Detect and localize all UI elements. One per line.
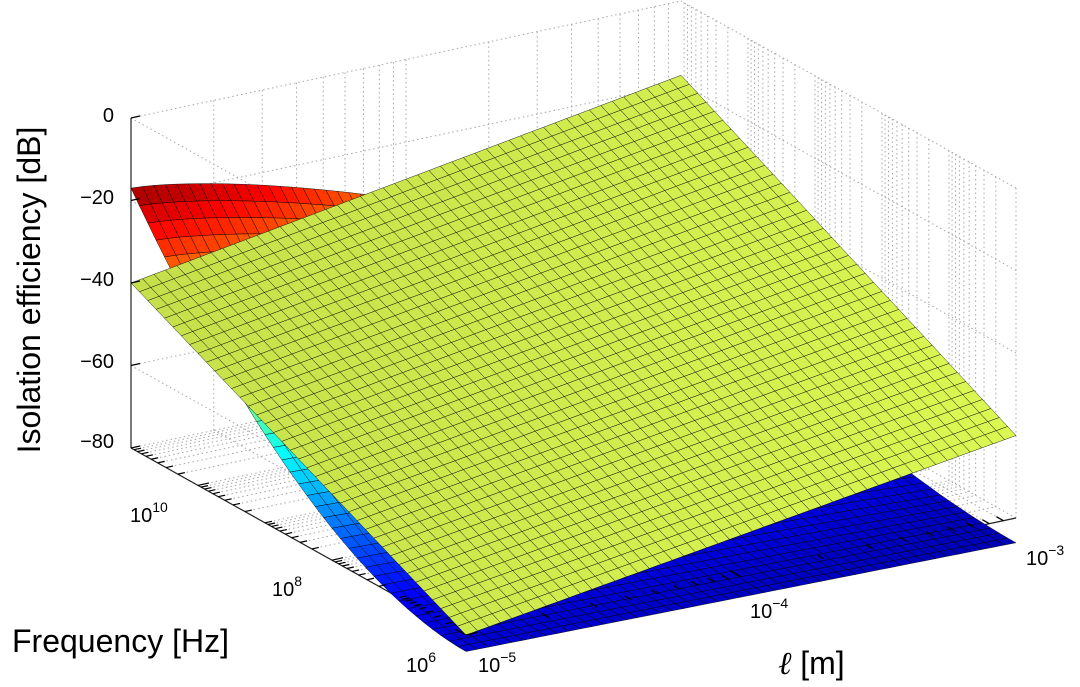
y-tick-mark: [433, 615, 442, 618]
y-axis-title: Frequency [Hz]: [12, 623, 229, 659]
y-tick-mark: [409, 601, 417, 604]
z-tick-mark: [130, 362, 141, 367]
y-tick-mark: [366, 577, 375, 581]
y-tick-mark: [358, 572, 366, 576]
y-tick-mark: [137, 449, 145, 453]
x-tick-label: 10−5: [478, 649, 516, 677]
x-tick-mark: [864, 544, 873, 550]
x-axis-title: ℓ [m]: [778, 644, 845, 682]
y-tick-mark: [177, 472, 185, 475]
x-tick-mark: [672, 584, 681, 590]
z-tick-mark: [130, 445, 141, 449]
y-tick-mark: [157, 460, 165, 464]
y-tick-mark: [405, 599, 413, 602]
x-tick-mark: [947, 526, 956, 532]
z-tick-mark: [130, 115, 141, 119]
y-tick-mark: [275, 526, 283, 530]
y-tick-mark: [218, 494, 226, 498]
x-tick-mark: [996, 516, 1004, 522]
x-tick-mark: [982, 519, 990, 525]
y-tick-mark: [141, 451, 149, 455]
y-tick-mark: [244, 509, 252, 513]
y-tick-mark: [465, 631, 478, 636]
y-tick-mark: [342, 563, 350, 567]
y-tick-mark: [133, 447, 142, 451]
y-tick-mark: [212, 491, 220, 495]
y-tick-mark: [200, 485, 209, 488]
x-tick-mark: [454, 628, 467, 636]
y-tick-label: 108: [272, 573, 302, 601]
z-tick-label: −20: [80, 187, 114, 209]
y-tick-mark: [151, 457, 159, 460]
y-tick-mark: [398, 595, 407, 599]
z-tick-mark: [130, 280, 141, 284]
x-tick-mark: [541, 612, 550, 618]
y-tick-mark: [145, 454, 153, 457]
x-tick-mark: [707, 577, 715, 583]
y-tick-label: 106: [406, 649, 436, 677]
y-tick-mark: [352, 569, 360, 573]
y-tick-mark: [331, 557, 344, 561]
y-tick-mark: [204, 486, 212, 490]
x-tick-mark: [729, 569, 742, 578]
y-tick-mark: [232, 502, 241, 506]
surface-plots: [130, 75, 1017, 652]
grid-line: [680, 0, 1017, 189]
y-tick-mark: [334, 559, 343, 563]
x-tick-label: 10−4: [750, 595, 788, 623]
x-tick-mark: [650, 589, 659, 595]
y-tick-mark: [338, 561, 346, 565]
y-tick-mark: [271, 524, 279, 528]
y-tick-mark: [279, 529, 287, 532]
surface-patch: [456, 644, 479, 652]
x-tick-mark: [816, 554, 825, 560]
y-tick-mark: [267, 522, 276, 526]
x-tick-mark: [925, 531, 934, 537]
y-tick-mark: [311, 546, 319, 550]
z-tick-label: −80: [80, 431, 114, 453]
grid-line: [130, 0, 682, 119]
z-tick-label: −60: [80, 351, 114, 373]
z-axis-title: Isolation efficiency [dB]: [11, 127, 47, 454]
y-tick-mark: [299, 540, 308, 543]
x-tick-mark: [589, 602, 598, 608]
x-tick-mark: [691, 581, 699, 587]
x-tick-mark: [624, 595, 632, 601]
x-tick-label: 10−3: [1026, 542, 1064, 570]
grid-line: [680, 83, 1017, 271]
y-tick-mark: [413, 603, 421, 607]
grid-line: [130, 83, 682, 201]
yellow-green-plane-surface: [130, 75, 1017, 636]
y-tick-mark: [291, 535, 299, 539]
y-tick-mark: [445, 621, 453, 625]
y-tick-mark: [419, 606, 427, 610]
y-tick-mark: [346, 566, 354, 570]
z-tick-label: −40: [80, 269, 114, 291]
y-tick-mark: [425, 610, 433, 614]
z-tick-label: 0: [103, 105, 114, 127]
y-tick-mark: [264, 520, 273, 524]
z-tick-mark: [130, 197, 141, 202]
y-tick-mark: [208, 489, 216, 492]
plane-patch: [457, 621, 478, 636]
x-tick-mark: [899, 536, 907, 542]
y-tick-mark: [285, 531, 293, 535]
y-tick-label: 1010: [130, 499, 168, 527]
x-tick-mark: [721, 574, 729, 580]
y-tick-mark: [378, 584, 386, 587]
x-tick-mark: [966, 522, 974, 528]
y-tick-mark: [165, 465, 174, 469]
y-tick-mark: [224, 498, 232, 501]
y-tick-mark: [197, 482, 210, 486]
y-tick-mark: [401, 597, 410, 600]
axis-ticks: [130, 115, 1004, 636]
